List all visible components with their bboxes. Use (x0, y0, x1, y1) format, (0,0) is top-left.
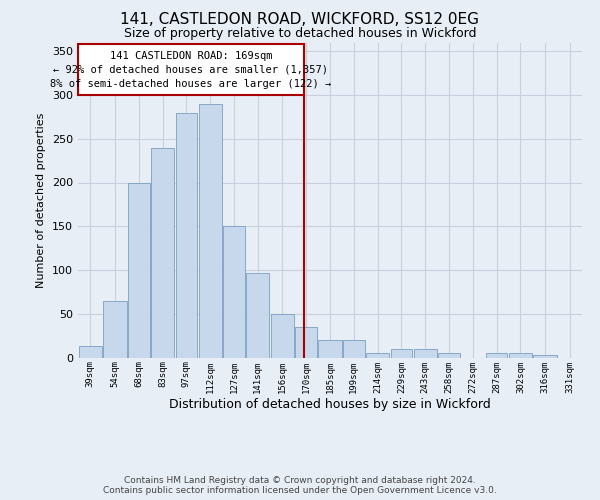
Bar (199, 104, 222, 358)
Bar (413, 349, 437, 358)
Bar (295, 327, 317, 358)
Bar (533, 355, 557, 358)
Bar (128, 182, 149, 358)
Bar (176, 112, 197, 358)
Bar (366, 353, 389, 358)
Text: Contains HM Land Registry data © Crown copyright and database right 2024.
Contai: Contains HM Land Registry data © Crown c… (103, 476, 497, 495)
Bar (391, 349, 412, 358)
Text: 8% of semi-detached houses are larger (122) →: 8% of semi-detached houses are larger (1… (50, 79, 331, 89)
Bar (486, 353, 508, 358)
Text: 141 CASTLEDON ROAD: 169sqm: 141 CASTLEDON ROAD: 169sqm (110, 51, 272, 61)
Bar (151, 148, 174, 358)
Bar (509, 353, 532, 358)
Bar (79, 346, 102, 358)
Bar (78, 44, 304, 95)
Bar (319, 340, 341, 357)
Bar (103, 300, 127, 358)
Text: ← 92% of detached houses are smaller (1,357): ← 92% of detached houses are smaller (1,… (53, 64, 328, 74)
Text: Size of property relative to detached houses in Wickford: Size of property relative to detached ho… (124, 28, 476, 40)
Bar (343, 340, 365, 357)
Bar (438, 353, 460, 358)
X-axis label: Distribution of detached houses by size in Wickford: Distribution of detached houses by size … (169, 398, 491, 411)
Bar (246, 272, 269, 358)
Text: 141, CASTLEDON ROAD, WICKFORD, SS12 0EG: 141, CASTLEDON ROAD, WICKFORD, SS12 0EG (121, 12, 479, 28)
Bar (271, 314, 294, 358)
Bar (223, 226, 245, 358)
Y-axis label: Number of detached properties: Number of detached properties (37, 112, 46, 288)
